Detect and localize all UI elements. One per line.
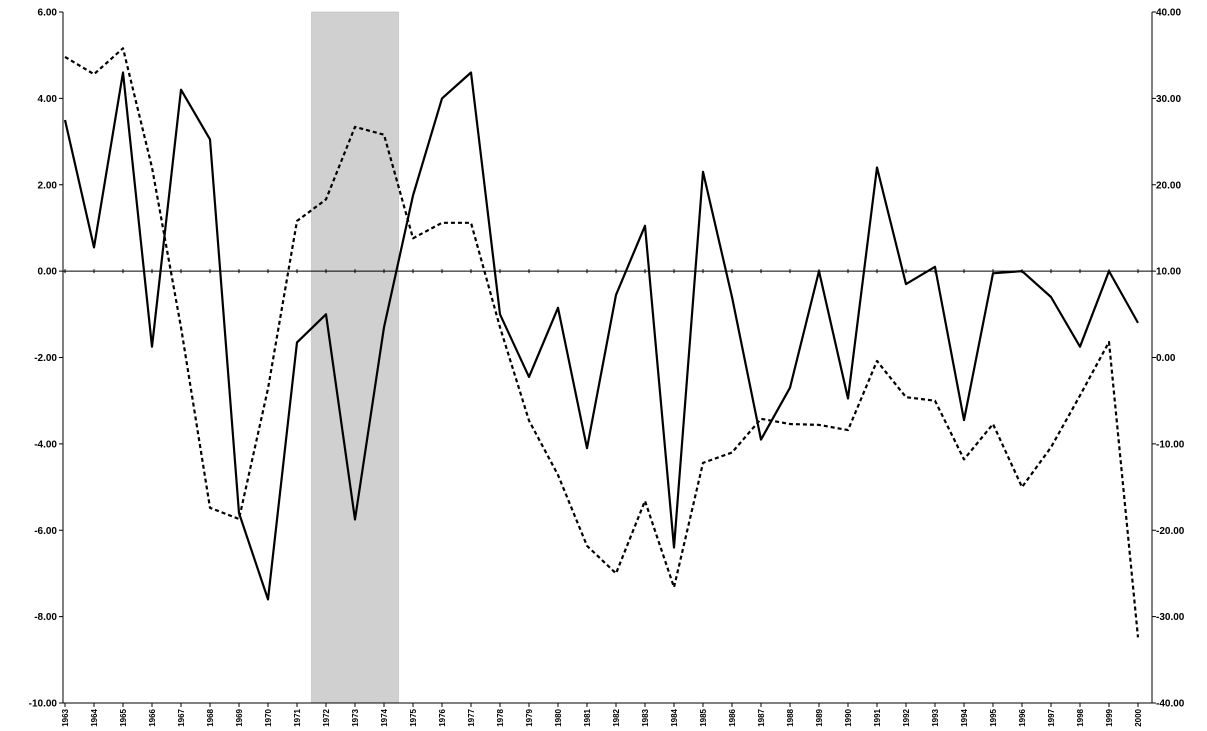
- y-tick-label: 0.00: [38, 267, 58, 278]
- axes: [59, 11, 1156, 707]
- x-tick-label: 1968: [206, 708, 215, 726]
- y-tick-label: -8.00: [34, 612, 57, 623]
- x-tick-label: 1990: [844, 708, 853, 726]
- x-tick-label: 1981: [583, 708, 592, 726]
- x-tick-label: 1979: [525, 708, 534, 726]
- x-tick-label: 1987: [757, 708, 766, 726]
- shaded-region: [311, 11, 399, 704]
- x-tick-label: 1980: [554, 708, 563, 726]
- y2-tick-label: 10.00: [1156, 267, 1181, 278]
- x-tick-label: 1996: [1018, 708, 1027, 726]
- series-lines: [63, 47, 1140, 638]
- x-tick-label: 1969: [235, 708, 244, 726]
- x-tick-label: 1991: [873, 708, 882, 726]
- series-line-solid: [63, 71, 1139, 601]
- x-tick-label: 1985: [699, 708, 708, 726]
- y-tick-label: -10.00: [29, 699, 58, 710]
- x-tick-label: 1995: [989, 708, 998, 726]
- y-tick-label: -2.00: [34, 353, 57, 364]
- x-tick-label: 1974: [380, 708, 389, 726]
- x-tick-label: 1971: [293, 708, 302, 726]
- x-tick-label: 1970: [264, 708, 273, 726]
- x-tick-label: 1975: [409, 708, 418, 726]
- x-tick-label: 1988: [786, 708, 795, 726]
- x-tick-label: 1999: [1105, 708, 1114, 726]
- x-tick-label: 1984: [670, 708, 679, 726]
- x-tick-label: 1973: [351, 708, 360, 726]
- x-tick-label: 2000: [1134, 708, 1143, 726]
- y2-tick-label: 0.00: [1156, 353, 1176, 364]
- y-tick-label: 2.00: [38, 180, 58, 191]
- x-tick-label: 1976: [438, 708, 447, 726]
- x-tick-label: 1998: [1076, 708, 1085, 726]
- x-tick-label: 1978: [496, 708, 505, 726]
- y-tick-label: 6.00: [38, 8, 58, 19]
- x-tick-label: 1963: [61, 708, 70, 726]
- y-tick-label: -4.00: [34, 439, 57, 450]
- y2-tick-label: -30.00: [1156, 612, 1185, 623]
- x-tick-label: 1989: [815, 708, 824, 726]
- x-tick-label: 1977: [467, 708, 476, 726]
- x-tick-label: 1965: [119, 708, 128, 726]
- x-tick-label: 1993: [931, 708, 940, 726]
- y-tick-label: -6.00: [34, 526, 57, 537]
- y2-tick-label: 30.00: [1156, 94, 1181, 105]
- x-tick-label: 1967: [177, 708, 186, 726]
- x-tick-label: 1964: [90, 708, 99, 726]
- x-tick-label: 1986: [728, 708, 737, 726]
- x-tick-label: 1997: [1047, 708, 1056, 726]
- y2-tick-label: -40.00: [1156, 699, 1185, 710]
- x-tick-label: 1992: [902, 708, 911, 726]
- tick-labels: 6.00 4.00 2.00 0.00 -2.00 -4.00 -6.00 -8.00 -10.…: [29, 8, 1185, 727]
- x-tick-label: 1983: [641, 708, 650, 726]
- y-tick-label: 4.00: [38, 94, 58, 105]
- y2-tick-label: -20.00: [1156, 526, 1185, 537]
- y2-tick-label: 20.00: [1156, 180, 1181, 191]
- y2-tick-label: 40.00: [1156, 8, 1181, 19]
- x-tick-label: 1966: [148, 708, 157, 726]
- x-tick-label: 1994: [960, 708, 969, 726]
- x-tick-label: 1982: [612, 708, 621, 726]
- shaded-period: [311, 11, 399, 704]
- y2-tick-label: -10.00: [1156, 439, 1185, 450]
- x-tick-label: 1972: [322, 708, 331, 726]
